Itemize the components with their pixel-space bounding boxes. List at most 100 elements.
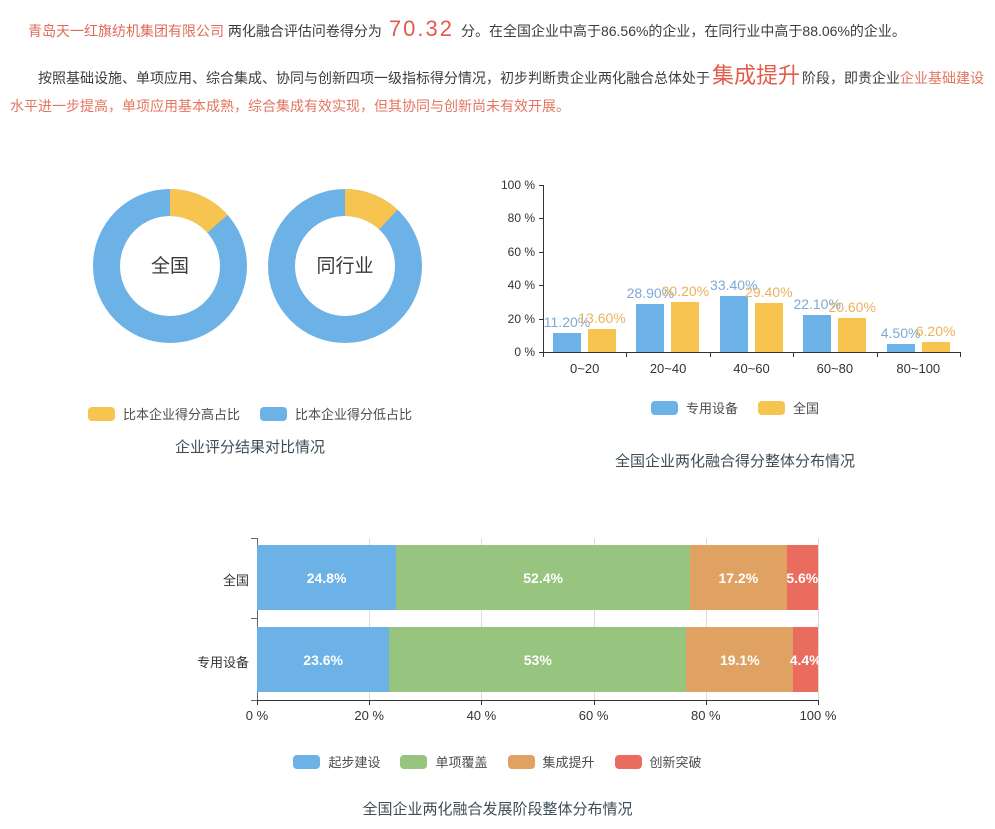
legend-swatch-icon (400, 754, 428, 769)
legend-swatch-icon (87, 406, 115, 421)
x-axis-line (543, 352, 960, 353)
y-axis-tick (251, 538, 257, 539)
x-axis-label: 20 % (354, 708, 384, 723)
legend-swatch-icon (293, 754, 321, 769)
segment-value-label: 53% (523, 651, 552, 668)
x-axis-tick (481, 700, 483, 705)
x-category-label: 0~20 (570, 361, 600, 376)
segment-value-label: 23.6% (303, 651, 343, 668)
donut-center-label: 全国 (151, 255, 189, 277)
legend-item[interactable]: 单项覆盖 (400, 752, 488, 771)
stage-mid-text: 阶段，即贵企业 (802, 70, 901, 86)
x-axis-label: 100 % (799, 708, 837, 723)
row-category-label: 全国 (222, 572, 249, 588)
x-axis-label: 0 % (245, 708, 269, 723)
legend-label: 全国 (793, 401, 820, 416)
legend-swatch-icon (758, 400, 785, 415)
stage-lead-text: 按照基础设施、单项应用、综合集成、协同与创新四项一级指标得分情况，初步判断贵企业… (38, 70, 710, 86)
x-axis-tick (257, 700, 258, 705)
segment-value-label: 4.4% (789, 651, 818, 668)
y-axis-tick (539, 285, 543, 287)
row-category-label: 专用设备 (196, 654, 249, 670)
segment-value-label: 17.2% (718, 569, 759, 586)
legend-item[interactable]: 专用设备 (650, 398, 738, 417)
stage-stacked-legend: 起步建设 单项覆盖 集成提升 创新突破 (0, 752, 995, 771)
stacked-bar-row: 23.6% 53% 19.1% 4.4% (257, 627, 818, 692)
legend-item[interactable]: 比本企业得分低占比 (260, 404, 412, 423)
x-axis-tick (705, 700, 707, 705)
y-axis-label: 60 % (507, 244, 535, 259)
bar (838, 317, 867, 352)
legend-item[interactable]: 比本企业得分高占比 (87, 404, 240, 423)
bar-value-label: 30.20% (661, 282, 710, 299)
segment-value-label: 19.1% (719, 651, 760, 668)
legend-label: 集成提升 (542, 755, 595, 770)
donut-svg: 全国 同行业 (93, 189, 422, 343)
gridline (369, 538, 371, 700)
x-category-label: 80~100 (896, 361, 941, 376)
stacked-segment: 24.8% (257, 545, 397, 610)
stacked-segment: 23.6% (257, 627, 390, 692)
legend-swatch-icon (650, 400, 678, 415)
summary-tail-text: 分。在全国企业中高于86.56%的企业，在同行业中高于88.06%的企业。 (460, 23, 906, 39)
gridline (593, 538, 595, 700)
legend-item[interactable]: 全国 (758, 398, 819, 417)
gridline (481, 538, 483, 700)
x-axis-tick (818, 700, 819, 705)
gridline (818, 538, 819, 700)
y-axis-label: 40 % (507, 278, 535, 293)
bar (588, 329, 616, 352)
bar-value-label: 29.40% (745, 283, 793, 300)
x-axis-label: 60 % (578, 708, 609, 723)
y-axis-tick (539, 352, 543, 353)
gridline (705, 538, 707, 700)
segment-value-label: 24.8% (306, 569, 347, 586)
segment-value-label: 5.6% (786, 569, 818, 586)
x-axis-tick (960, 352, 961, 357)
y-axis-tick (251, 618, 257, 619)
bar (921, 341, 950, 352)
stacked-bar-row: 24.8% 52.4% 17.2% 5.6% (257, 545, 818, 610)
y-axis-label: 100 % (500, 178, 535, 192)
bar (719, 296, 748, 352)
donut-chart-title: 企业评分结果对比情况 (174, 439, 325, 456)
bar (636, 303, 665, 352)
stacked-segment: 52.4% (396, 545, 691, 610)
legend-label: 比本企业得分高占比 (122, 407, 240, 422)
donut-slice-higher (93, 189, 247, 343)
y-axis-line (543, 185, 544, 352)
stacked-segment: 19.1% (686, 627, 794, 692)
summary-mid-text: 两化融合评估问卷得分为 (227, 23, 382, 39)
legend-label: 创新突破 (649, 755, 702, 770)
legend-item[interactable]: 创新突破 (614, 752, 702, 771)
y-axis-line (257, 538, 258, 700)
donut-slice-higher (268, 189, 422, 343)
donut-legend: 比本企业得分高占比 比本企业得分低占比 (20, 404, 480, 423)
x-category-label: 40~60 (733, 361, 770, 376)
legend-label: 比本企业得分低占比 (295, 407, 413, 422)
stage-stacked-chart-title: 全国企业两化融合发展阶段整体分布情况 (362, 801, 633, 818)
donut-charts: 全国 同行业 (20, 175, 500, 360)
legend-swatch-icon (507, 754, 535, 769)
bar-value-label: 13.60% (578, 310, 626, 327)
x-category-label: 20~40 (649, 361, 687, 376)
legend-label: 起步建设 (328, 755, 381, 770)
score-bar-legend: 专用设备 全国 (495, 398, 975, 417)
legend-label: 单项覆盖 (435, 755, 488, 770)
y-axis-label: 20 % (507, 311, 535, 326)
y-axis-tick (251, 700, 257, 701)
x-axis-line (257, 700, 818, 701)
donut-center-label: 同行业 (316, 255, 373, 277)
x-axis-label: 40 % (466, 708, 497, 723)
stacked-segment: 53% (389, 627, 687, 692)
x-axis-tick (709, 352, 711, 357)
bar (754, 302, 783, 352)
legend-item[interactable]: 集成提升 (507, 752, 595, 771)
bar (553, 333, 581, 352)
stacked-segment: 4.4% (789, 627, 818, 692)
bar-value-label: 4.50% (880, 325, 921, 342)
legend-swatch-icon (614, 754, 642, 769)
bar (671, 301, 700, 352)
legend-item[interactable]: 起步建设 (293, 752, 380, 771)
